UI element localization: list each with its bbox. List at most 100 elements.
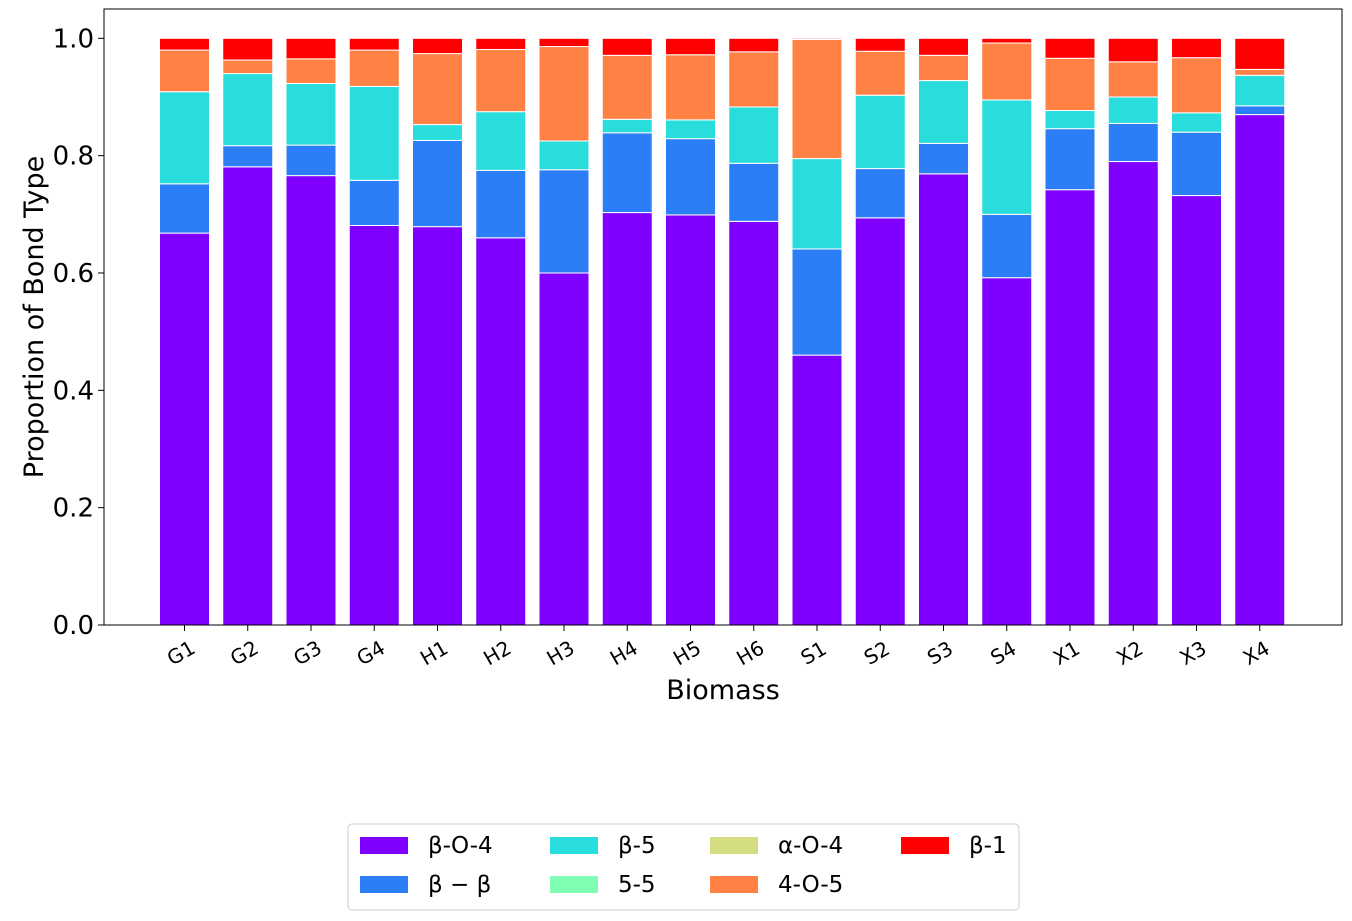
bar-segment-g4-2 [348, 85, 400, 181]
bar-segment-x2-1 [1107, 122, 1159, 163]
legend-swatch [710, 837, 758, 854]
bar-segment-g4-0 [348, 224, 400, 626]
bar-segment-g2-5 [222, 59, 274, 75]
x-tick-label: H5 [669, 636, 705, 671]
x-tick-label: S3 [923, 636, 957, 669]
legend-label: β − β [428, 872, 491, 898]
y-tick-label: 0.2 [53, 494, 94, 524]
bar-segment-g1-2 [159, 91, 210, 185]
x-tick-label: X3 [1176, 636, 1211, 670]
bar-segment-s4-2 [981, 99, 1033, 215]
bar-segment-s3-5 [918, 54, 969, 82]
bar-segment-s3-0 [918, 173, 969, 626]
bar-segment-x2-2 [1107, 96, 1159, 124]
x-tick-label: S1 [796, 636, 830, 669]
legend-swatch [360, 837, 408, 854]
bar-segment-x4-0 [1234, 114, 1286, 626]
bar-segment-h4-0 [601, 212, 653, 626]
bar-segment-x4-6 [1234, 37, 1286, 70]
bar-segment-g2-0 [222, 166, 274, 626]
bar-segment-h3-0 [538, 272, 590, 626]
bar-segment-g2-6 [222, 37, 274, 61]
legend-swatch [550, 837, 598, 854]
y-tick-label: 0.8 [53, 142, 94, 172]
x-tick-label: H4 [606, 636, 642, 671]
bar-segment-g1-1 [159, 183, 210, 234]
y-tick-label: 0.6 [53, 259, 94, 289]
bar-segment-h4-2 [601, 118, 653, 134]
legend-label: β-1 [969, 833, 1007, 859]
bar-segment-g3-2 [285, 83, 337, 146]
legend-swatch [710, 876, 758, 893]
bar-segment-s3-1 [918, 142, 969, 175]
bar-segment-s2-2 [854, 94, 906, 170]
bar-segment-x1-5 [1044, 57, 1096, 111]
bar-segment-h1-6 [412, 37, 463, 55]
bar-segment-x2-5 [1107, 61, 1159, 98]
bar-segment-h2-5 [475, 48, 527, 113]
bar-segment-s4-0 [981, 277, 1033, 626]
legend-label: 4-O-5 [778, 872, 843, 898]
bar-segment-s2-5 [854, 50, 906, 96]
legend-frame [347, 823, 1020, 911]
bar-segment-h6-6 [728, 37, 780, 53]
bar-segment-h4-6 [601, 37, 653, 56]
bar-segment-s1-1 [791, 248, 843, 356]
bar-segment-g1-0 [159, 232, 210, 626]
bar-segment-x2-6 [1107, 37, 1159, 63]
bar-segment-h3-1 [538, 169, 590, 274]
bar-segment-x1-0 [1044, 189, 1096, 626]
bar-segment-g4-1 [348, 179, 400, 226]
bar-segment-h1-0 [412, 226, 463, 626]
legend-label: β-5 [618, 833, 656, 859]
bar-segment-g1-5 [159, 49, 210, 93]
bar-segment-x3-0 [1171, 195, 1222, 626]
bar-segment-g2-2 [222, 73, 274, 147]
bar-segment-g1-6 [159, 37, 210, 51]
bar-segment-h6-2 [728, 106, 780, 164]
bar-segment-h6-5 [728, 51, 780, 108]
bar-segment-h2-2 [475, 111, 527, 171]
legend-label: β-O-4 [428, 833, 493, 859]
legend-swatch [901, 837, 949, 854]
bar-segment-s1-0 [791, 354, 843, 626]
x-tick-label: X4 [1239, 636, 1274, 670]
bar-segment-x1-2 [1044, 109, 1096, 130]
bar-segment-s4-5 [981, 42, 1033, 101]
bar-segment-x3-5 [1171, 57, 1222, 114]
x-tick-label: X1 [1049, 636, 1084, 670]
bar-segment-h4-1 [601, 132, 653, 214]
bar-segment-h4-5 [601, 54, 653, 120]
bar-segment-g2-1 [222, 145, 274, 168]
y-tick-label: 0.0 [53, 611, 94, 641]
legend-label: 5-5 [618, 872, 656, 898]
bar-segment-h3-6 [538, 37, 590, 48]
bar-segment-s3-2 [918, 80, 969, 144]
bar-segment-g3-5 [285, 58, 337, 85]
bar-segment-s3-6 [918, 37, 969, 56]
bar-segment-s4-1 [981, 213, 1033, 279]
bar-segment-x2-0 [1107, 161, 1159, 626]
bar-segment-g3-6 [285, 37, 337, 60]
x-axis-ticks: G1 G2 G3 G4 H1 H2 H3 H4 H5 H6 S1 S2 S3 S4 X1 X2 X3 X4 [163, 625, 1274, 670]
bar-segment-h5-1 [665, 138, 716, 216]
bar-segment-x3-1 [1171, 131, 1222, 197]
y-axis-ticks: 0.0 0.2 0.4 0.6 0.8 1.0 [53, 24, 104, 641]
x-tick-label: G4 [353, 635, 389, 670]
bar-segment-h3-2 [538, 140, 590, 171]
bar-segment-x4-5 [1234, 68, 1286, 76]
y-tick-label: 1.0 [53, 24, 94, 54]
bar-segment-x1-1 [1044, 128, 1096, 191]
bar-segment-h5-2 [665, 119, 716, 140]
x-tick-label: H1 [416, 636, 452, 671]
bar-segment-s4-6 [981, 37, 1033, 44]
legend-swatch [550, 876, 598, 893]
x-tick-label: H2 [479, 636, 515, 671]
bar-segment-g3-0 [285, 175, 337, 626]
bar-segment-x3-2 [1171, 112, 1222, 133]
y-axis-label: Proportion of Bond Type [19, 156, 50, 478]
bar-segment-s1-6 [791, 37, 843, 41]
bar-segment-h5-6 [665, 37, 716, 56]
legend-swatch [360, 876, 408, 893]
